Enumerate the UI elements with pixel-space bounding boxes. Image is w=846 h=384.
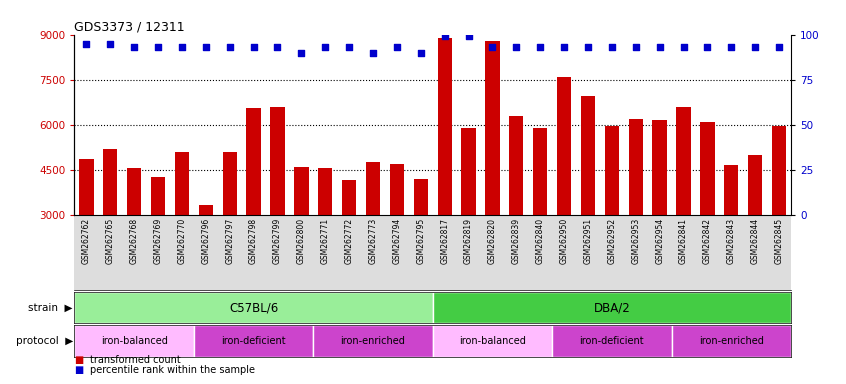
Text: GDS3373 / 12311: GDS3373 / 12311 xyxy=(74,20,185,33)
Bar xyxy=(194,325,313,357)
Point xyxy=(366,50,380,56)
Bar xyxy=(199,205,213,215)
Point xyxy=(772,44,786,50)
Bar xyxy=(676,107,690,215)
Bar xyxy=(74,325,194,357)
Point xyxy=(558,44,571,50)
Bar xyxy=(80,159,94,215)
Bar xyxy=(246,108,261,215)
Text: iron-deficient: iron-deficient xyxy=(580,336,644,346)
Text: percentile rank within the sample: percentile rank within the sample xyxy=(90,365,255,375)
Point xyxy=(80,41,93,47)
Bar xyxy=(313,325,432,357)
Point xyxy=(438,33,452,40)
Bar xyxy=(432,325,552,357)
Bar xyxy=(437,38,452,215)
Text: ■: ■ xyxy=(74,365,84,375)
Bar xyxy=(461,128,475,215)
Bar xyxy=(748,155,762,215)
Bar xyxy=(700,122,715,215)
Point xyxy=(653,44,667,50)
Point xyxy=(486,44,499,50)
Point xyxy=(271,44,284,50)
Point xyxy=(128,44,141,50)
Bar xyxy=(271,107,284,215)
Point xyxy=(629,44,642,50)
Bar xyxy=(557,77,571,215)
Bar xyxy=(533,128,547,215)
Point xyxy=(390,44,404,50)
Bar xyxy=(509,116,524,215)
Point xyxy=(175,44,189,50)
Text: iron-balanced: iron-balanced xyxy=(101,336,168,346)
Point xyxy=(247,44,261,50)
Bar xyxy=(74,292,432,323)
Point xyxy=(509,44,523,50)
Point xyxy=(223,44,237,50)
Bar xyxy=(390,164,404,215)
Bar xyxy=(127,169,141,215)
Text: iron-enriched: iron-enriched xyxy=(341,336,405,346)
Bar xyxy=(103,149,118,215)
Bar xyxy=(151,177,165,215)
Bar xyxy=(486,41,500,215)
Point xyxy=(724,44,738,50)
Bar xyxy=(772,126,786,215)
Point xyxy=(151,44,165,50)
Bar xyxy=(652,120,667,215)
Point xyxy=(318,44,332,50)
Bar xyxy=(724,166,739,215)
Point xyxy=(534,44,547,50)
Point xyxy=(103,41,117,47)
Bar xyxy=(414,179,428,215)
Text: C57BL/6: C57BL/6 xyxy=(229,301,278,314)
Bar xyxy=(342,180,356,215)
Text: iron-deficient: iron-deficient xyxy=(222,336,286,346)
Text: protocol  ▶: protocol ▶ xyxy=(15,336,73,346)
Bar xyxy=(581,96,595,215)
Point xyxy=(749,44,762,50)
Text: transformed count: transformed count xyxy=(90,355,180,365)
Point xyxy=(462,33,475,40)
Point xyxy=(700,44,714,50)
Bar xyxy=(672,325,791,357)
Bar xyxy=(318,169,332,215)
Bar xyxy=(222,152,237,215)
Text: strain  ▶: strain ▶ xyxy=(28,303,73,313)
Text: ■: ■ xyxy=(74,355,84,365)
Bar xyxy=(294,167,309,215)
Bar xyxy=(552,325,672,357)
Point xyxy=(294,50,308,56)
Bar xyxy=(605,126,619,215)
Bar xyxy=(629,119,643,215)
Text: iron-balanced: iron-balanced xyxy=(459,336,526,346)
Point xyxy=(414,50,427,56)
Bar xyxy=(365,162,380,215)
Point xyxy=(677,44,690,50)
Point xyxy=(581,44,595,50)
Point xyxy=(605,44,618,50)
Point xyxy=(343,44,356,50)
Text: DBA/2: DBA/2 xyxy=(594,301,630,314)
Point xyxy=(199,44,212,50)
Bar xyxy=(432,292,791,323)
Bar xyxy=(175,152,190,215)
Text: iron-enriched: iron-enriched xyxy=(699,336,764,346)
